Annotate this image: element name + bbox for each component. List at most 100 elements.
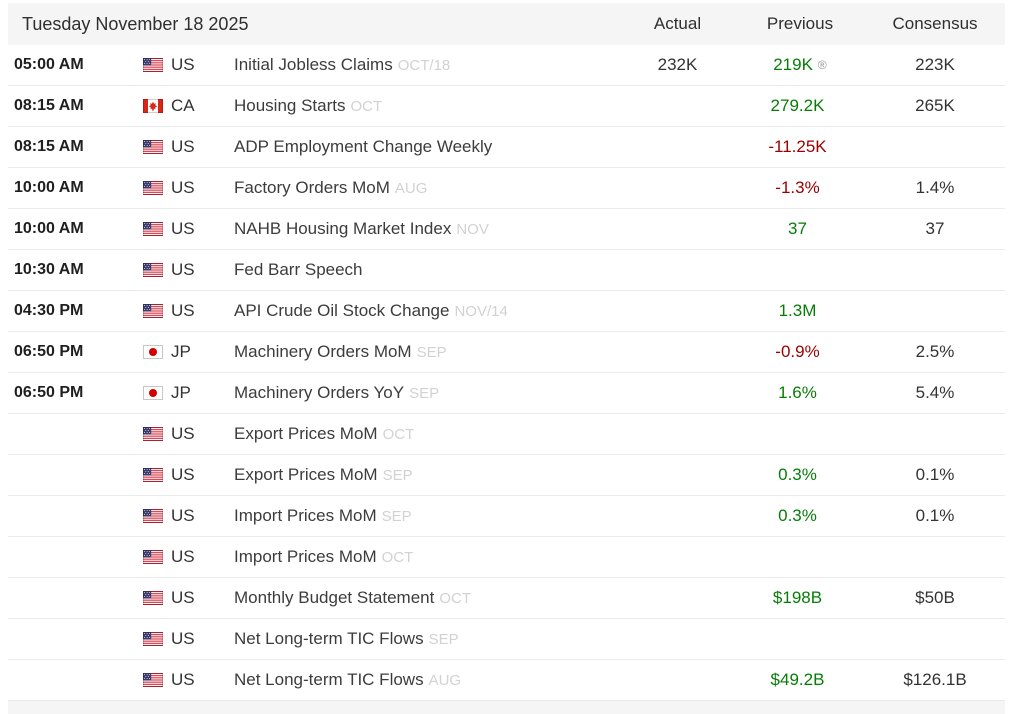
event-link[interactable]: NAHB Housing Market Index (234, 219, 452, 238)
us-flag-icon (143, 468, 163, 482)
actual-value: 232K (657, 55, 698, 74)
us-flag-icon (143, 673, 163, 687)
event-cell: Import Prices MoM SEP (234, 506, 620, 526)
previous-number: -1.3% (775, 178, 820, 197)
event-link[interactable]: Machinery Orders MoM (234, 342, 412, 361)
event-period: SEP (428, 631, 459, 648)
previous-value: 279.2K (735, 96, 865, 116)
country-code: US (171, 424, 195, 443)
economic-calendar: Tuesday November 18 2025 Actual Previous… (8, 3, 1005, 714)
us-flag-icon (143, 509, 163, 523)
previous-value (735, 260, 865, 280)
event-link[interactable]: API Crude Oil Stock Change (234, 301, 450, 320)
day-header: Tuesday November 18 2025 Actual Previous… (8, 3, 1005, 45)
previous-number: 279.2K (770, 96, 825, 115)
previous-number: 0.3% (778, 465, 817, 484)
previous-number: 1.3M (778, 301, 817, 320)
calendar-row: 10:00 AM US NAHB Housing Market Index NOV… (8, 209, 1005, 250)
flag-cell (143, 304, 171, 318)
event-period: NOV/14 (454, 303, 508, 320)
event-cell: API Crude Oil Stock Change NOV/14 (234, 301, 620, 321)
previous-value (735, 424, 865, 444)
calendar-row: US Export Prices MoM OCT (8, 414, 1005, 455)
consensus-value: $126.1B (903, 670, 967, 689)
consensus-value: 1.4% (915, 178, 955, 197)
event-link[interactable]: ADP Employment Change Weekly (234, 137, 493, 156)
event-link[interactable]: Machinery Orders YoY (234, 383, 405, 402)
us-flag-icon (143, 181, 163, 195)
previous-number: 0.3% (778, 506, 817, 525)
previous-value: 219K ® (735, 55, 865, 75)
event-link[interactable]: Import Prices MoM (234, 506, 377, 525)
calendar-row: US Net Long-term TIC Flows AUG $49.2B $12… (8, 660, 1005, 701)
event-cell: Initial Jobless Claims OCT/18 (234, 55, 620, 75)
event-cell: Net Long-term TIC Flows AUG (234, 670, 620, 690)
event-period: AUG (428, 672, 462, 689)
consensus-value: 37 (925, 219, 945, 238)
event-period: NOV (456, 221, 489, 238)
country-code: US (171, 506, 195, 525)
previous-value: 37 (735, 219, 865, 239)
event-cell: Fed Barr Speech (234, 260, 620, 280)
country-code: US (171, 588, 195, 607)
event-link[interactable]: Initial Jobless Claims (234, 55, 393, 74)
calendar-row: US Import Prices MoM OCT (8, 537, 1005, 578)
event-link[interactable]: Fed Barr Speech (234, 260, 363, 279)
consensus-value: $50B (915, 588, 955, 607)
previous-value: 1.3M (735, 301, 865, 321)
flag-cell (143, 673, 171, 687)
us-flag-icon (143, 632, 163, 646)
column-header-previous: Previous (766, 14, 834, 33)
consensus-value: 223K (915, 55, 955, 74)
flag-cell (143, 181, 171, 195)
event-cell: Import Prices MoM OCT (234, 547, 620, 567)
us-flag-icon (143, 263, 163, 277)
event-link[interactable]: Import Prices MoM (234, 547, 377, 566)
event-period: OCT (350, 98, 383, 115)
previous-number: $198B (772, 588, 823, 607)
column-header-actual: Actual (653, 14, 702, 33)
previous-value: -0.9% (735, 342, 865, 362)
previous-number: $49.2B (770, 670, 825, 689)
event-link[interactable]: Net Long-term TIC Flows (234, 670, 424, 689)
us-flag-icon (143, 58, 163, 72)
country-code: US (171, 219, 195, 238)
flag-cell (143, 591, 171, 605)
flag-cell (143, 386, 171, 400)
flag-cell (143, 345, 171, 359)
consensus-value: 0.1% (915, 465, 955, 484)
event-link[interactable]: Monthly Budget Statement (234, 588, 435, 607)
event-time: 05:00 AM (14, 56, 84, 73)
calendar-row: 08:15 AM CA Housing Starts OCT 279.2K 265… (8, 86, 1005, 127)
revised-icon: ® (817, 58, 827, 72)
previous-number: 1.6% (778, 383, 817, 402)
event-cell: NAHB Housing Market Index NOV (234, 219, 620, 239)
event-period: SEP (409, 385, 440, 402)
country-code: US (171, 670, 195, 689)
calendar-row: 10:30 AM US Fed Barr Speech (8, 250, 1005, 291)
calendar-row: US Export Prices MoM SEP 0.3% 0.1% (8, 455, 1005, 496)
event-time: 04:30 PM (14, 302, 84, 319)
event-link[interactable]: Export Prices MoM (234, 465, 378, 484)
event-cell: Housing Starts OCT (234, 96, 620, 116)
consensus-value: 5.4% (915, 383, 955, 402)
flag-cell (143, 140, 171, 154)
calendar-row: 06:50 PM JP Machinery Orders MoM SEP -0.9… (8, 332, 1005, 373)
event-time: 10:00 AM (14, 179, 84, 196)
us-flag-icon (143, 222, 163, 236)
event-link[interactable]: Export Prices MoM (234, 424, 378, 443)
flag-cell (143, 99, 171, 113)
event-cell: Machinery Orders MoM SEP (234, 342, 620, 362)
country-code: JP (171, 342, 191, 361)
event-link[interactable]: Net Long-term TIC Flows (234, 629, 424, 648)
calendar-row: 08:15 AM US ADP Employment Change Weekly… (8, 127, 1005, 168)
previous-number: 219K (773, 55, 813, 74)
event-cell: Machinery Orders YoY SEP (234, 383, 620, 403)
country-code: JP (171, 383, 191, 402)
flag-cell (143, 468, 171, 482)
calendar-row: US Monthly Budget Statement OCT $198B $50… (8, 578, 1005, 619)
event-link[interactable]: Housing Starts (234, 96, 346, 115)
consensus-value: 0.1% (915, 506, 955, 525)
event-link[interactable]: Factory Orders MoM (234, 178, 390, 197)
consensus-value: 2.5% (915, 342, 955, 361)
